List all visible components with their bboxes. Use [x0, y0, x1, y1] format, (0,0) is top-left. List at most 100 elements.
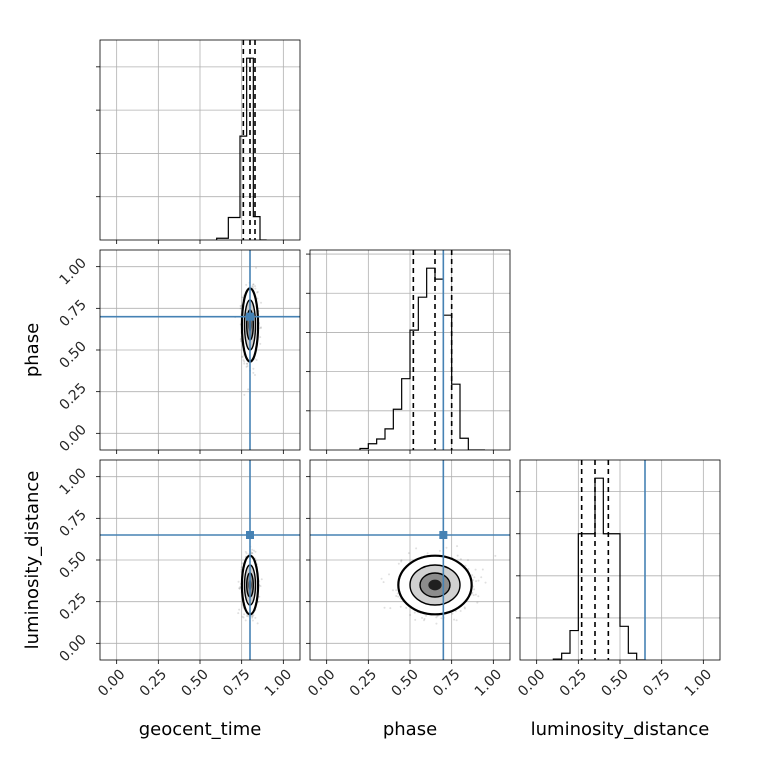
sample-point: [259, 585, 262, 588]
sample-point: [463, 606, 466, 609]
sample-point: [414, 618, 417, 621]
x-tick-label: 0.75: [640, 666, 673, 699]
sample-point: [423, 619, 426, 622]
sample-point: [259, 327, 262, 330]
sample-point: [463, 607, 466, 610]
sample-point: [241, 355, 244, 358]
sample-point: [243, 362, 246, 365]
sample-point: [255, 266, 258, 269]
sample-point: [464, 564, 467, 567]
sample-point: [256, 622, 259, 625]
y-tick-label: 0.50: [56, 548, 89, 581]
sample-point: [389, 607, 392, 610]
y-axis-label-phase: phase: [22, 323, 43, 377]
sample-point: [471, 574, 474, 577]
truth-marker: [439, 531, 448, 539]
sample-point: [245, 552, 248, 555]
sample-point: [244, 550, 247, 553]
sample-point: [259, 342, 262, 345]
sample-point: [471, 579, 474, 582]
y-tick-label: 0.25: [56, 590, 89, 623]
sample-point: [415, 547, 418, 550]
truth-marker: [246, 531, 254, 539]
sample-point: [260, 301, 263, 304]
sample-point: [241, 296, 244, 299]
sample-point: [380, 577, 383, 580]
sample-point: [407, 552, 410, 555]
x-tick-label: 0.50: [388, 666, 421, 699]
sample-point: [252, 614, 255, 617]
sample-point: [259, 336, 262, 339]
sample-point: [253, 374, 256, 377]
sample-point: [436, 615, 439, 618]
sample-point: [400, 560, 403, 563]
sample-point: [245, 365, 248, 368]
x-axis-label-geocent_time: geocent_time: [139, 719, 262, 740]
sample-point: [242, 359, 245, 362]
sample-point: [242, 616, 245, 619]
x-tick-label: 0.75: [430, 666, 463, 699]
sample-point: [396, 592, 399, 595]
sample-point: [241, 562, 244, 565]
sample-point: [255, 359, 258, 362]
sample-point: [237, 612, 240, 615]
sample-point: [257, 600, 260, 603]
sample-point: [254, 287, 257, 290]
sample-point: [258, 595, 261, 598]
sample-point: [237, 580, 240, 583]
sample-point: [259, 326, 262, 329]
sample-point: [252, 286, 255, 289]
sample-point: [240, 566, 243, 569]
sample-point: [247, 615, 250, 618]
sample-point: [473, 576, 476, 579]
sample-point: [246, 362, 249, 365]
sample-point: [405, 606, 408, 609]
sample-point: [251, 552, 254, 555]
x-axis-label-luminosity_distance: luminosity_distance: [531, 719, 710, 740]
y-tick-label: 0.00: [56, 422, 89, 455]
sample-point: [251, 285, 254, 288]
sample-point: [243, 360, 246, 363]
grid: [100, 250, 300, 450]
sample-point: [252, 371, 255, 374]
sample-point: [421, 616, 424, 619]
sample-point: [251, 615, 254, 618]
sample-point: [383, 606, 386, 609]
sample-point: [245, 362, 248, 365]
sample-point: [256, 297, 259, 300]
sample-point: [400, 559, 403, 562]
sample-point: [252, 283, 255, 286]
sample-point: [247, 388, 250, 391]
sample-point: [456, 554, 459, 557]
grid: [100, 460, 300, 660]
sample-point: [254, 285, 257, 288]
sample-point: [240, 305, 243, 308]
sample-point: [480, 576, 483, 579]
density-geocent_time-luminosity_distance: [237, 545, 263, 625]
sample-point: [260, 578, 263, 581]
y-tick-label: 0.25: [56, 380, 89, 413]
sample-point: [241, 356, 244, 359]
sample-point: [391, 589, 394, 592]
sample-point: [240, 340, 243, 343]
x-tick-label: 0.50: [598, 666, 631, 699]
sample-point: [241, 615, 244, 618]
sample-point: [252, 367, 255, 370]
x-tick-label: 0.00: [305, 666, 338, 699]
sample-point: [472, 594, 475, 597]
histogram-geocent_time: [216, 57, 267, 240]
sample-point: [256, 290, 259, 293]
histogram-phase: [359, 267, 485, 450]
sample-point: [476, 601, 479, 604]
sample-point: [477, 595, 480, 598]
sample-point: [425, 614, 428, 617]
sample-point: [474, 568, 477, 571]
truth-marker: [246, 312, 254, 321]
sample-point: [435, 616, 438, 619]
sample-point: [413, 611, 416, 614]
x-tick-label: 0.00: [515, 666, 548, 699]
y-axis-label-luminosity_distance: luminosity_distance: [22, 471, 43, 650]
sample-point: [239, 307, 242, 310]
x-axis-label-phase: phase: [383, 719, 437, 740]
